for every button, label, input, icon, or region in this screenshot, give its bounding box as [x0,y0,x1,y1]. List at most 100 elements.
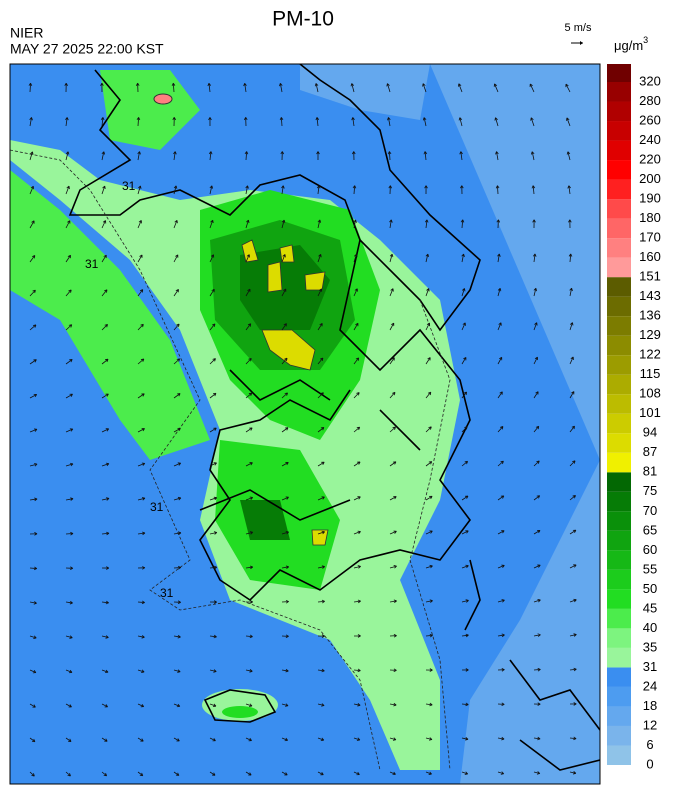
wind-arrow [458,83,463,93]
wind-arrow [569,391,575,399]
wind-arrow [65,324,73,331]
wind-arrow [533,495,541,501]
wind-arrow [280,151,285,161]
colorbar-label: 31 [643,659,657,674]
wind-arrow [497,633,505,638]
wind-arrow [101,566,110,570]
wind-arrow [568,253,573,263]
colorbar-label: 200 [639,171,661,186]
wind-arrow [317,530,325,535]
wind-arrow [353,771,360,776]
contour-label: 31 [85,257,99,271]
wind-arrow [496,219,501,229]
colorbar-box [607,179,631,200]
wind-arrow [281,530,290,535]
colorbar-label: 190 [639,191,661,206]
wind-arrow [389,668,397,673]
wind-arrow [460,219,465,229]
wind-arrow [209,531,218,535]
wind-arrow [281,357,288,365]
wind-arrow [532,253,537,263]
colorbar-label: 101 [639,405,661,420]
wind-arrow [137,289,144,297]
colorbar-box [607,257,631,278]
wind-arrow [353,737,361,741]
wind-arrow [317,288,323,297]
wind-arrow [569,667,577,672]
wind-arrow [101,393,109,399]
wind-arrow [495,185,500,195]
colorbar-label: 143 [639,288,661,303]
wind-arrow [173,219,178,229]
wind-arrow [173,703,181,708]
colorbar-label: 320 [639,73,661,88]
contour-label: 31 [150,500,164,514]
wind-arrow [497,287,502,297]
wind-arrow [533,598,541,603]
wind-arrow [29,428,38,433]
wind-arrow [100,82,104,93]
wind-arrow [137,737,144,742]
wind-arrow [209,600,217,604]
wind-arrow [137,771,144,777]
wind-arrow [531,185,536,195]
wind-arrow [353,496,361,501]
wind-arrow [317,737,325,741]
wind-arrow [533,425,540,433]
colorbar-box [607,511,631,531]
wind-arrow [137,635,145,639]
wind-arrow [533,322,538,331]
pm-160 [153,93,173,105]
colorbar-label: 60 [643,542,657,557]
wind-arrow [353,530,361,535]
wind-field [28,82,577,777]
wind-arrow [461,530,469,535]
wind-arrow [173,427,181,433]
colorbar-box [607,530,631,551]
wind-arrow [65,254,71,263]
wind-arrow [497,391,503,399]
wind-arrow [245,427,253,433]
wind-arrow [173,151,177,161]
wind-arrow [423,151,428,161]
wind-arrow [389,530,397,535]
contour-label: 31 [122,179,136,193]
wind-arrow [568,219,572,229]
wind-arrow [245,669,253,673]
wind-arrow [529,83,535,93]
wind-arrow [281,771,288,776]
wind-arrow [497,668,505,672]
contour-label: 31 [160,586,174,600]
wind-arrow [281,427,289,433]
wind-arrow [137,151,141,161]
colorbar-label: 6 [646,737,653,752]
wind-arrow [425,391,432,399]
wind-arrow [65,600,73,605]
pm-87 [241,239,329,546]
wind-arrow [569,529,577,535]
wind-arrow [389,702,397,707]
wind-arrow [29,463,38,467]
wind-arrow [353,426,361,433]
wind-arrow [64,82,68,93]
wind-arrow [461,357,467,365]
colorbar-label: 240 [639,132,661,147]
wind-arrow [281,254,286,263]
wind-arrow [245,219,250,229]
wind-arrow [29,117,33,127]
wind-arrow [317,219,322,229]
colorbar-box [607,589,631,609]
wind-arrow [425,702,433,707]
wind-arrow [533,633,541,637]
colorbar-label: 122 [639,347,661,362]
wind-arrow [317,322,323,331]
colorbar-label: 70 [643,503,657,518]
wind-arrow [317,357,324,365]
wind-arrow [65,393,73,399]
wind-arrow [245,323,252,331]
wind-arrow [461,737,469,741]
wind-arrow [533,529,541,535]
wind-arrow [389,461,397,467]
wind-arrow [65,566,74,570]
wind-arrow [173,531,182,535]
